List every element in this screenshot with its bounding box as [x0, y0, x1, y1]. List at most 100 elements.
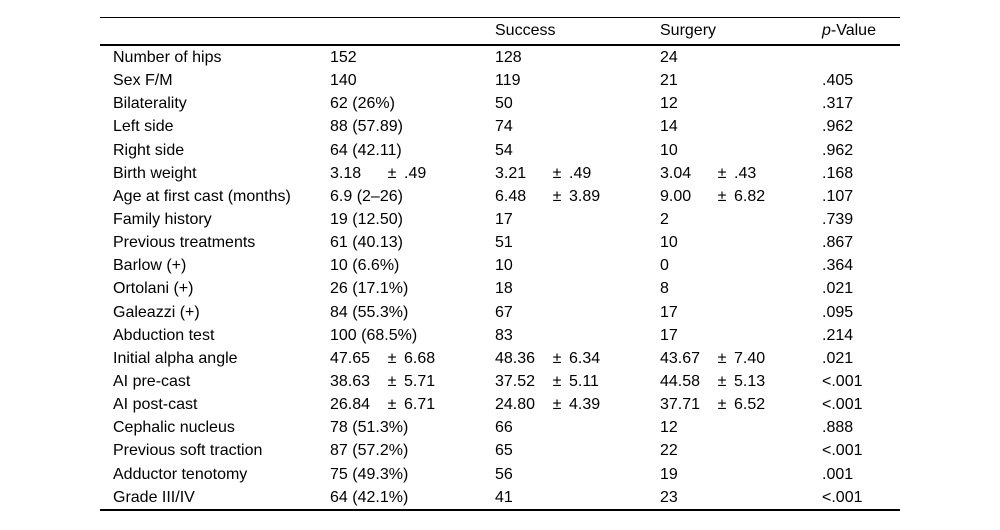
cell-success: 18 — [495, 277, 660, 300]
cell-surgery: 10 — [660, 231, 822, 254]
row-label: Age at first cast (months) — [113, 187, 291, 205]
success-value: 67 — [495, 303, 513, 321]
total-value: 6.9 (2–26) — [330, 187, 403, 205]
row-label: Number of hips — [113, 49, 222, 66]
plus-minus: ± — [387, 164, 397, 182]
surgery-value: 10 — [660, 234, 678, 252]
cell-success: 6.48 ±3.89 — [495, 185, 660, 208]
cell-p-value: .107 — [822, 187, 854, 205]
cell-p-value: <.001 — [822, 442, 863, 460]
plus-minus: ± — [717, 164, 727, 182]
surgery-value: 14 — [660, 118, 678, 136]
table-header-row: Success Surgery p-Value — [100, 17, 900, 46]
cell-p-value: .867 — [822, 234, 854, 252]
table-row: Number of hips 152 128 24 — [100, 46, 900, 69]
surgery-sd: 6.52 — [734, 396, 766, 414]
table-row: Abduction test 100 (68.5%) 83 17 .214 — [100, 324, 900, 347]
cell-success: 83 — [495, 324, 660, 347]
success-value: 128 — [495, 49, 522, 66]
p-value-italic-p: p — [822, 22, 831, 39]
surgery-sd: 6.82 — [734, 187, 766, 205]
surgery-value: 17 — [660, 326, 678, 344]
cell-total: 10 (6.6%) — [330, 254, 495, 277]
cell-total: 6.9 (2–26) — [330, 185, 495, 208]
row-label: Barlow (+) — [113, 257, 187, 275]
surgery-value: 10 — [660, 141, 678, 159]
cell-success: 3.21 ± .49 — [495, 162, 660, 185]
surgery-value: 0 — [660, 257, 669, 275]
total-value: 140 — [330, 72, 357, 90]
surgery-value: 19 — [660, 465, 678, 483]
p-value-header-rest: -Value — [830, 22, 876, 39]
cell-surgery: 3.04 ± .43 — [660, 162, 822, 185]
cell-p-value: .888 — [822, 419, 854, 437]
row-label: Right side — [113, 141, 185, 159]
surgery-value: 12 — [660, 95, 678, 113]
row-label: Galeazzi (+) — [113, 303, 200, 321]
cell-surgery: 24 — [660, 46, 822, 69]
table-row: Age at first cast (months) 6.9 (2–26) 6.… — [100, 185, 900, 208]
row-label: Birth weight — [113, 164, 197, 182]
total-value: 84 (55.3%) — [330, 303, 409, 321]
row-label: Cephalic nucleus — [113, 419, 235, 437]
cell-total: 26.84 ±6.71 — [330, 393, 495, 416]
cell-success: 10 — [495, 254, 660, 277]
table-row: Adductor tenotomy 75 (49.3%) 56 19 .001 — [100, 463, 900, 486]
cell-total: 26 (17.1%) — [330, 277, 495, 300]
cell-total: 88 (57.89) — [330, 115, 495, 138]
row-label: Abduction test — [113, 326, 215, 344]
statistics-table: Success Surgery p-Value Number of hips 1… — [100, 17, 900, 511]
table-row: Previous soft traction 87 (57.2%) 65 22 … — [100, 439, 900, 462]
cell-surgery: 12 — [660, 416, 822, 439]
row-label: Initial alpha angle — [113, 349, 238, 367]
cell-surgery: 8 — [660, 277, 822, 300]
table-row: Cephalic nucleus 78 (51.3%) 66 12 .888 — [100, 416, 900, 439]
column-header-success: Success — [495, 22, 556, 39]
cell-success: 17 — [495, 208, 660, 231]
cell-success: 67 — [495, 301, 660, 324]
cell-surgery: 14 — [660, 115, 822, 138]
total-value: 78 (51.3%) — [330, 419, 409, 437]
row-label: Previous treatments — [113, 234, 256, 252]
cell-p-value: <.001 — [822, 372, 863, 390]
cell-total: 75 (49.3%) — [330, 463, 495, 486]
cell-surgery: 37.71 ±6.52 — [660, 393, 822, 416]
cell-surgery: 43.67 ±7.40 — [660, 347, 822, 370]
surgery-value: 43.67 — [660, 349, 701, 367]
cell-p-value: .364 — [822, 257, 854, 275]
cell-total: 84 (55.3%) — [330, 301, 495, 324]
plus-minus: ± — [552, 372, 562, 390]
cell-success: 48.36 ±6.34 — [495, 347, 660, 370]
plus-minus: ± — [717, 372, 727, 390]
total-value: 75 (49.3%) — [330, 465, 409, 483]
table-row: Galeazzi (+) 84 (55.3%) 67 17 .095 — [100, 301, 900, 324]
cell-p-value: .962 — [822, 118, 854, 136]
table-row: Initial alpha angle 47.65 ±6.68 48.36 ±6.3… — [100, 347, 900, 370]
success-value: 66 — [495, 419, 513, 437]
cell-success: 50 — [495, 92, 660, 115]
cell-success: 51 — [495, 231, 660, 254]
table-row: Birth weight 3.18 ± .49 3.21 ± .49 3.04 ± .43 … — [100, 162, 900, 185]
row-label: AI pre-cast — [113, 372, 191, 390]
success-value: 56 — [495, 465, 513, 483]
table-row: Family history 19 (12.50) 17 2 .739 — [100, 208, 900, 231]
total-value: 26 (17.1%) — [330, 280, 409, 298]
total-value: 152 — [330, 49, 357, 66]
cell-surgery: 9.00 ±6.82 — [660, 185, 822, 208]
row-label: Adductor tenotomy — [113, 465, 248, 483]
success-value: 10 — [495, 257, 513, 275]
success-sd: 3.89 — [569, 187, 601, 205]
success-value: 17 — [495, 210, 513, 228]
row-label: Left side — [113, 118, 174, 136]
surgery-value: 22 — [660, 442, 678, 460]
cell-surgery: 44.58 ±5.13 — [660, 370, 822, 393]
total-value: 100 (68.5%) — [330, 326, 418, 344]
cell-success: 66 — [495, 416, 660, 439]
surgery-value: 17 — [660, 303, 678, 321]
plus-minus: ± — [717, 187, 727, 205]
surgery-sd: 7.40 — [734, 349, 766, 367]
success-value: 3.21 — [495, 164, 527, 182]
success-value: 65 — [495, 442, 513, 460]
column-header-surgery: Surgery — [660, 22, 717, 39]
cell-p-value: .317 — [822, 95, 854, 113]
